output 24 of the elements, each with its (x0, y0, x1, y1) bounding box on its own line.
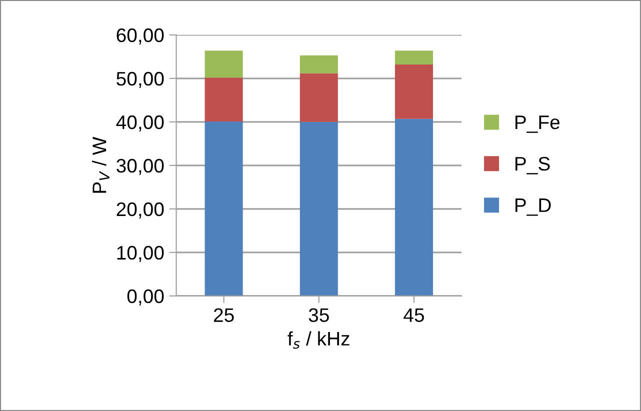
y-tick-label: 10,00 (117, 246, 164, 262)
x-axis-title: f$_{s}$ / kHz (288, 331, 350, 349)
bar (300, 73, 338, 122)
y-tick-label: 30,00 (116, 158, 164, 175)
bar (204, 50, 243, 78)
bar (394, 118, 433, 296)
legend-label: P_Fe (515, 116, 560, 133)
x-tick-label: 35 (308, 308, 329, 322)
x-tick-label: 25 (214, 308, 234, 322)
bar (394, 64, 433, 119)
y-tick-label: 20,00 (116, 202, 164, 218)
bar (300, 122, 338, 296)
y-axis-title: P$_{V}$ / W (92, 136, 110, 193)
bar (300, 55, 338, 74)
bar (204, 78, 243, 122)
y-tick-label: 60,00 (116, 28, 164, 44)
legend-label: P_D (515, 198, 551, 216)
y-tick-label: 50,00 (116, 72, 164, 88)
bar (204, 121, 243, 296)
bar (394, 50, 433, 65)
x-tick-label: 45 (404, 308, 424, 322)
y-tick-label: 0,00 (127, 289, 164, 306)
legend-label: P_S (515, 156, 550, 174)
y-tick-label: 40,00 (116, 115, 164, 132)
